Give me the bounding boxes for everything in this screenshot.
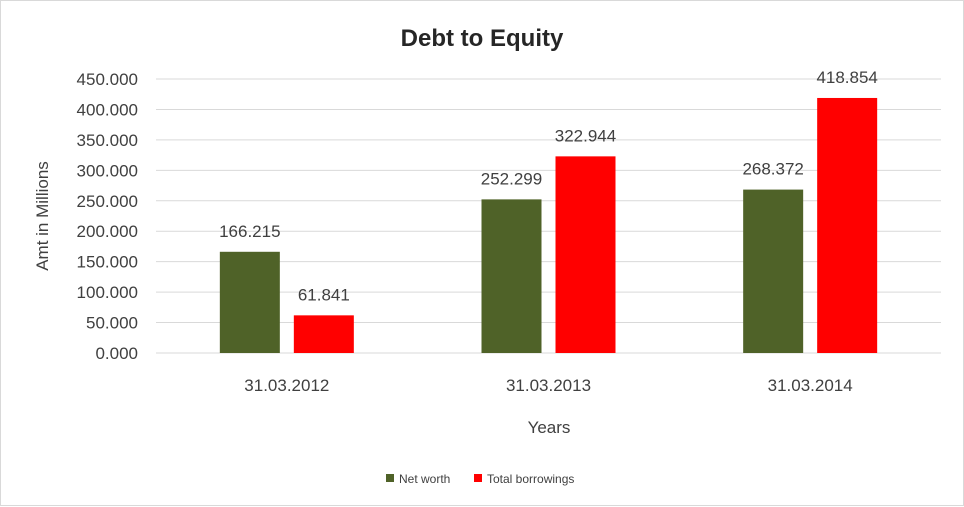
y-tick-label: 250.000	[77, 192, 138, 211]
y-tick-label: 0.000	[95, 344, 138, 363]
bar-total-borrowings	[293, 315, 354, 353]
y-tick-label: 150.000	[77, 253, 138, 272]
y-tick-labels: 0.000 50.000 100.000 150.000 200.000 250.000 3…	[77, 70, 138, 363]
legend-label: Total borrowings	[487, 472, 574, 486]
bar-net-worth	[743, 189, 804, 353]
bars	[219, 97, 878, 354]
bar-net-worth	[219, 251, 280, 353]
x-tick-label: 31.03.2013	[506, 376, 591, 395]
data-labels: 166.215 61.841 252.299 322.944 268.372 418.85…	[219, 68, 878, 304]
data-label: 61.841	[298, 285, 350, 304]
y-tick-label: 200.000	[77, 222, 138, 241]
data-label: 322.944	[555, 126, 616, 145]
chart-title: Debt to Equity	[401, 25, 564, 52]
x-tick-label: 31.03.2014	[768, 376, 853, 395]
data-label: 268.372	[742, 160, 803, 179]
x-axis-title: Years	[528, 418, 571, 437]
data-label: 252.299	[481, 169, 542, 188]
x-tick-label: 31.03.2012	[244, 376, 329, 395]
legend-label: Net worth	[399, 472, 450, 486]
y-tick-label: 350.000	[77, 131, 138, 150]
data-label: 418.854	[816, 68, 877, 87]
legend: Net worth Total borrowings	[386, 472, 574, 486]
legend-swatch	[386, 474, 394, 482]
legend-swatch	[474, 474, 482, 482]
y-tick-label: 400.000	[77, 100, 138, 119]
bar-total-borrowings	[817, 97, 878, 354]
y-tick-label: 300.000	[77, 161, 138, 180]
bar-net-worth	[481, 199, 542, 353]
bar-total-borrowings	[555, 156, 616, 353]
y-tick-label: 100.000	[77, 283, 138, 302]
y-tick-label: 50.000	[86, 314, 138, 333]
y-axis-title: Amt in Millions	[33, 161, 52, 271]
gridlines	[156, 78, 941, 354]
data-label: 166.215	[219, 222, 280, 241]
y-tick-label: 450.000	[77, 70, 138, 89]
x-tick-labels: 31.03.2012 31.03.2013 31.03.2014	[244, 376, 852, 395]
